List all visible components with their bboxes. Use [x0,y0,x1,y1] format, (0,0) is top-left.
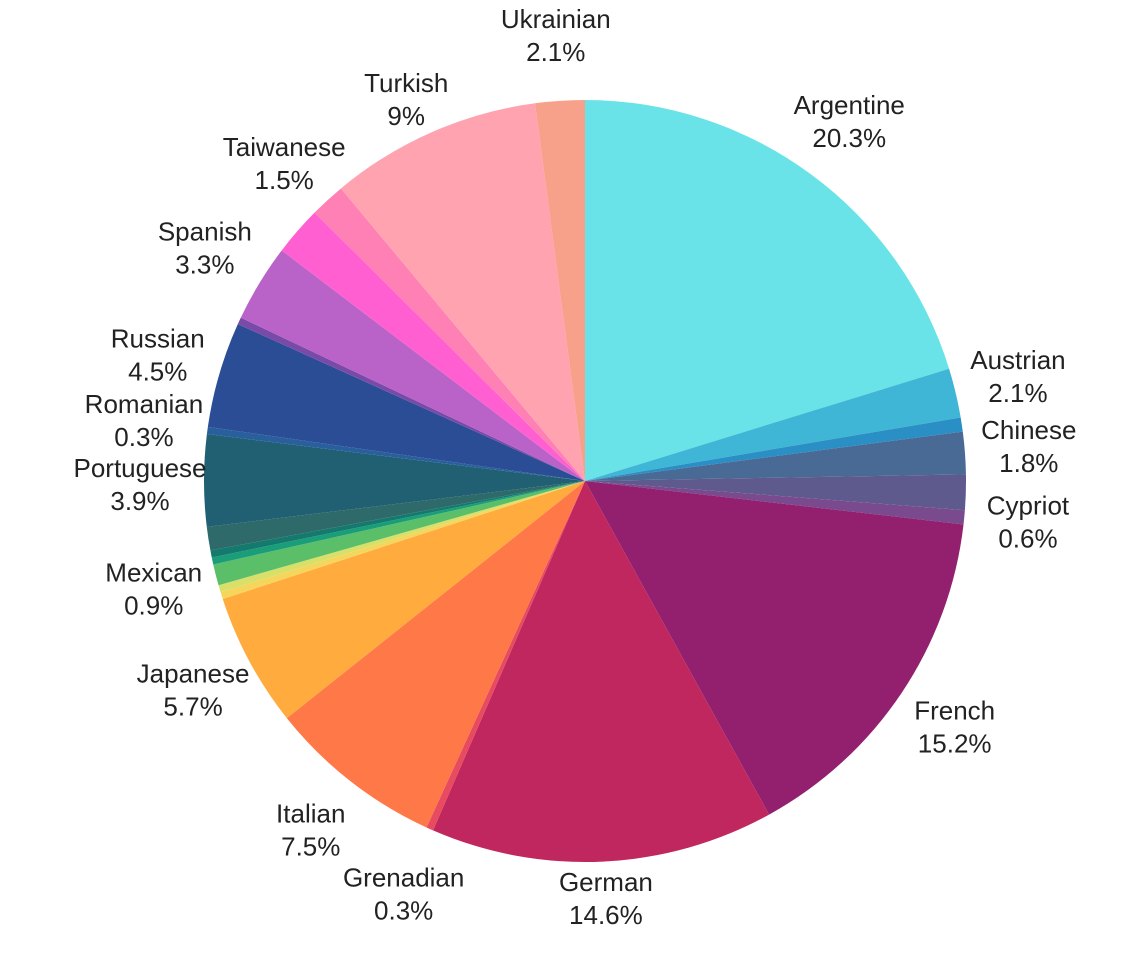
slice-value: 3.9% [110,486,169,516]
slice-value: 3.3% [175,250,234,280]
slice-label: French [914,696,995,726]
slice-label: Spanish [158,217,252,247]
slice-label: Mexican [105,558,202,588]
slice-label: Japanese [137,659,250,689]
slice-value: 1.8% [999,448,1058,478]
pie-slice [585,431,966,481]
pie-slice [426,481,585,831]
pie-slice [218,481,585,593]
slice-label: Grenadian [343,862,464,892]
slice-label: Ukrainian [501,4,611,34]
slice-value: 14.6% [569,900,643,930]
slice-label: Taiwanese [223,132,346,162]
slice-value: 2.1% [988,378,1047,408]
slice-label: Turkish [364,68,448,98]
slice-value: 0.3% [114,422,173,452]
pie-slice [340,103,585,481]
slice-value: 1.5% [255,165,314,195]
pie-slice [222,481,585,719]
slice-label: Chinese [981,415,1076,445]
pie-slice [281,212,585,481]
slice-value: 15.2% [918,729,992,759]
pie-slice [585,368,961,481]
pie-slice [535,100,585,481]
slice-value: 0.3% [374,895,433,925]
pie-slice [314,188,585,481]
slice-label: Italian [276,798,345,828]
slice-label: Cypriot [987,490,1070,520]
slice-value: 5.7% [163,692,222,722]
pie-slice [210,481,586,558]
pie-slice [585,481,965,525]
pie-slice [585,100,950,481]
slice-label: German [559,867,653,897]
pie-slice [206,426,585,481]
slice-label: Portuguese [74,453,207,483]
pie-slice [585,474,967,511]
pie-slice [240,250,585,481]
slice-value: 0.9% [124,591,183,621]
slice-value: 20.3% [812,123,886,153]
pie-slice [206,481,586,551]
pie-slice [203,433,585,527]
pie-slice [213,481,586,586]
pie-slice [207,324,585,481]
pie-slice [286,481,585,828]
slice-label: Austrian [970,345,1065,375]
slice-value: 9% [387,101,425,131]
slice-value: 7.5% [281,831,340,861]
pie-slice [433,481,770,862]
slice-value: 4.5% [128,356,187,386]
slice-value: 0.6% [998,523,1057,553]
pie-slice [585,481,964,815]
pie-slice [237,317,586,481]
slice-label: Romanian [85,389,204,419]
slice-value: 2.1% [526,37,585,67]
slice-label: Argentine [794,90,905,120]
pie-slice [585,417,963,481]
pie-slice [211,481,585,565]
slice-label: Russian [111,323,205,353]
pie-slice [220,481,585,599]
